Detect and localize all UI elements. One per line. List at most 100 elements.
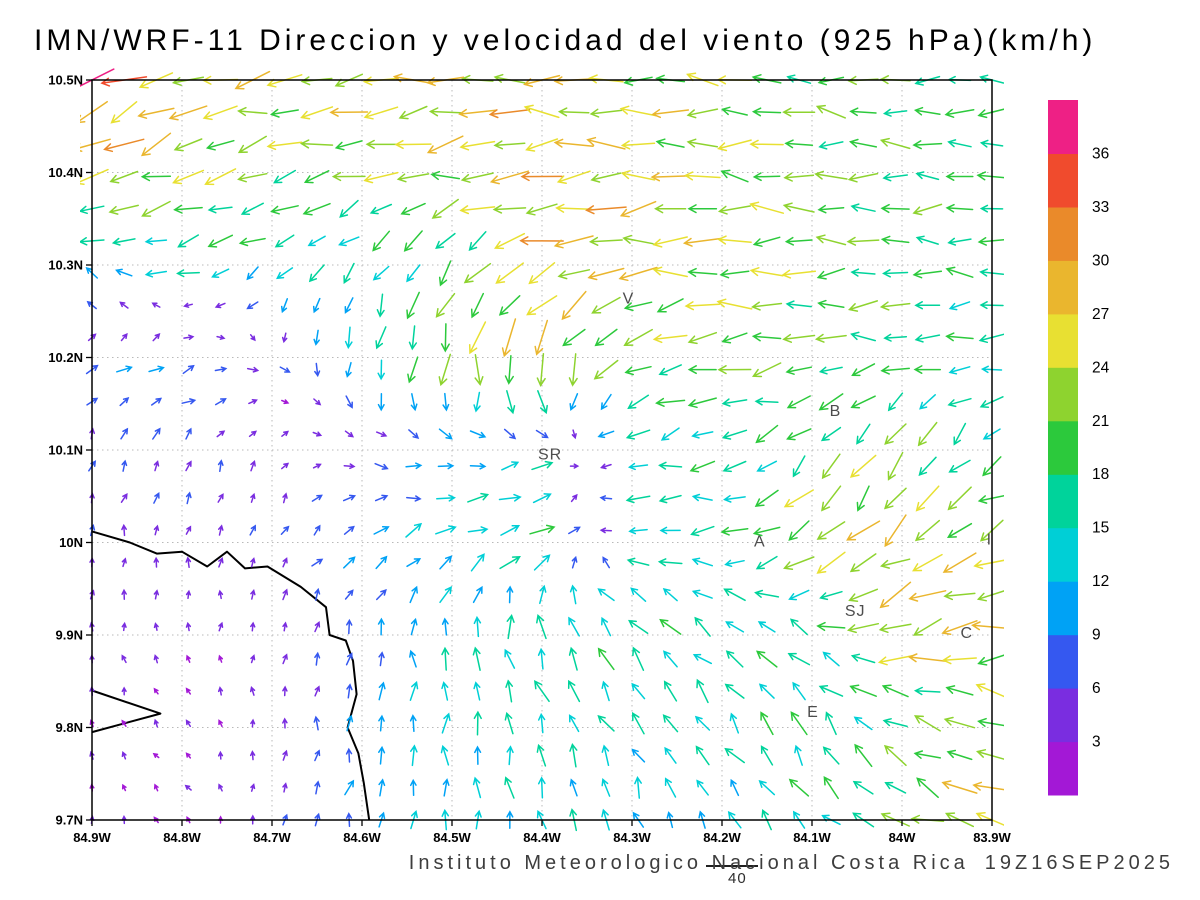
x-tick-label: 84.8W xyxy=(163,830,201,845)
wind-arrow xyxy=(207,205,233,214)
wind-arrow xyxy=(908,590,947,602)
wind-arrow xyxy=(724,683,745,699)
wind-arrow xyxy=(622,234,654,245)
wind-arrow xyxy=(246,301,259,310)
wind-arrow xyxy=(941,780,978,794)
wind-arrow xyxy=(345,361,352,378)
wind-arrow xyxy=(788,778,810,797)
wind-arrow xyxy=(520,171,563,182)
wind-arrow xyxy=(818,393,844,411)
wind-arrow xyxy=(202,105,238,121)
wind-arrow xyxy=(720,526,749,536)
wind-arrow xyxy=(282,588,289,601)
wind-arrow xyxy=(378,745,386,765)
wind-arrow xyxy=(915,171,940,181)
wind-arrow xyxy=(314,749,321,762)
wind-arrow xyxy=(280,298,289,314)
wind-arrow xyxy=(691,589,713,599)
wind-arrow xyxy=(459,140,496,151)
wind-arrow xyxy=(568,646,578,671)
wind-arrow xyxy=(108,204,139,215)
wind-arrow xyxy=(756,460,778,472)
wind-arrow xyxy=(437,462,455,470)
wind-arrow xyxy=(204,168,237,186)
wind-arrow xyxy=(785,300,812,309)
wind-arrow xyxy=(313,524,321,536)
wind-arrow xyxy=(431,198,459,219)
wind-arrow xyxy=(599,527,613,534)
colorbar-label: 24 xyxy=(1092,359,1110,376)
wind-arrow xyxy=(660,427,680,441)
wind-arrow xyxy=(789,618,808,636)
wind-arrow xyxy=(533,680,550,703)
wind-arrow xyxy=(311,494,323,502)
wind-arrow xyxy=(314,587,321,601)
wind-arrow xyxy=(623,328,653,346)
wind-arrow xyxy=(597,430,615,439)
wind-arrow xyxy=(469,462,487,470)
wind-arrow xyxy=(948,459,971,473)
wind-arrow xyxy=(526,295,558,316)
city-labels: V B SR A I SJ C E xyxy=(538,290,991,721)
wind-arrow xyxy=(344,779,355,796)
wind-arrow xyxy=(119,397,130,407)
wind-arrow xyxy=(153,783,159,792)
wind-arrow xyxy=(946,749,973,761)
wind-arrow xyxy=(634,776,642,799)
wind-arrow xyxy=(722,460,747,473)
wind-arrow xyxy=(151,302,161,308)
wind-arrow xyxy=(345,652,353,666)
wind-arrow xyxy=(100,76,148,87)
wind-arrow xyxy=(682,237,722,247)
wind-arrow xyxy=(882,108,908,117)
wind-arrow xyxy=(717,365,752,375)
wind-arrow xyxy=(498,493,522,502)
wind-arrow xyxy=(569,584,578,605)
wind-arrow xyxy=(119,301,129,309)
wind-arrow xyxy=(173,204,203,214)
wind-arrow xyxy=(758,780,776,796)
wind-arrow xyxy=(153,491,160,504)
wind-arrow xyxy=(182,364,195,375)
wind-arrow xyxy=(377,617,385,636)
wind-arrow xyxy=(536,743,547,767)
wind-arrow xyxy=(504,711,514,735)
wind-arrow xyxy=(945,172,974,181)
wind-arrow xyxy=(282,653,288,665)
wind-arrow xyxy=(758,683,775,699)
wind-arrow xyxy=(717,205,751,215)
wind-arrow xyxy=(781,269,817,279)
wind-arrow xyxy=(473,710,482,736)
y-tick-label: 9.7N xyxy=(56,813,83,828)
wind-arrow xyxy=(176,269,200,278)
wind-arrow xyxy=(307,235,326,247)
wind-arrow xyxy=(250,621,256,632)
wind-arrow xyxy=(217,686,224,696)
wind-arrow xyxy=(656,298,684,313)
wind-arrow xyxy=(687,331,718,345)
wind-arrow xyxy=(717,139,752,152)
wind-arrow xyxy=(879,301,911,311)
wind-arrow xyxy=(881,684,909,698)
wind-arrow xyxy=(528,262,556,285)
wind-arrow xyxy=(279,366,291,373)
wind-arrow xyxy=(470,553,485,572)
x-tick-label: 84.2W xyxy=(703,830,741,845)
y-tick-label: 10.1N xyxy=(48,443,83,458)
wind-arrow xyxy=(121,588,127,600)
wind-arrow xyxy=(406,558,422,568)
wind-arrow xyxy=(944,108,975,118)
wind-arrow xyxy=(912,553,943,572)
wind-arrow xyxy=(535,429,549,439)
wind-arrow xyxy=(691,430,714,439)
wind-arrow xyxy=(185,525,192,535)
wind-arrow xyxy=(721,398,748,407)
wind-arrow xyxy=(662,714,679,733)
wind-arrow xyxy=(914,301,941,310)
wind-arrow xyxy=(537,390,548,415)
wind-arrow xyxy=(945,685,974,696)
wind-arrow xyxy=(313,715,320,731)
wind-arrow xyxy=(723,494,746,503)
wind-arrow xyxy=(409,585,418,604)
wind-arrow xyxy=(185,427,192,440)
